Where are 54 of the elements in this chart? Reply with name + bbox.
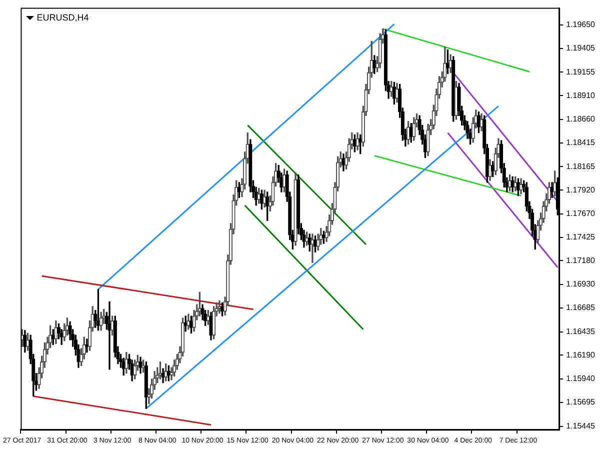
y-tick-label: 1.17920 xyxy=(566,185,596,194)
y-tick-label: 1.15940 xyxy=(566,374,596,384)
candlestick xyxy=(237,182,241,198)
y-tick-label: 1.18165 xyxy=(566,162,596,171)
candlestick xyxy=(508,174,512,192)
candlestick xyxy=(304,232,309,246)
candlestick xyxy=(448,54,452,74)
candlestick xyxy=(262,190,266,208)
candlestick xyxy=(164,363,168,382)
y-tick-label: 1.15695 xyxy=(566,398,596,407)
candlestick xyxy=(553,170,557,196)
y-tick-label: 1.19155 xyxy=(566,67,596,76)
y-tick-label: 1.19650 xyxy=(566,20,596,30)
y-tick-label: 1.16435 xyxy=(566,326,596,336)
y-tick-label: 1.18660 xyxy=(566,114,596,124)
candlestick xyxy=(186,314,190,330)
candlestick xyxy=(85,338,89,353)
candlestick xyxy=(322,230,326,244)
y-tick-label: 1.15445 xyxy=(566,421,596,430)
candlestick xyxy=(212,306,216,340)
candlestick xyxy=(220,302,224,316)
candlestick xyxy=(519,178,523,194)
y-tick-label: 1.16685 xyxy=(566,303,596,312)
candlestick xyxy=(96,288,100,331)
y-tick-label: 1.17670 xyxy=(566,209,596,218)
y-tick-label: 1.18415 xyxy=(566,138,596,148)
candlestick xyxy=(26,332,30,351)
candlestick xyxy=(352,134,357,152)
candlestick xyxy=(189,316,194,334)
candlestick xyxy=(218,300,222,314)
y-tick-label: 1.18910 xyxy=(566,90,596,100)
y-tick-label: 1.17180 xyxy=(566,256,596,265)
candlestick xyxy=(144,362,148,409)
candlestick xyxy=(446,49,450,74)
y-tick-label: 1.16190 xyxy=(566,350,596,360)
candlestick xyxy=(161,368,165,384)
candlestick xyxy=(198,292,202,316)
candlestick xyxy=(166,365,171,382)
y-tick-label: 1.16930 xyxy=(566,280,596,289)
y-tick-label: 1.17425 xyxy=(566,232,596,242)
candlestick xyxy=(358,134,362,154)
y-tick-label: 1.19405 xyxy=(566,44,596,53)
candlestick xyxy=(310,234,314,263)
candlestick xyxy=(257,188,261,204)
candlestick xyxy=(412,117,416,141)
candlestick xyxy=(550,182,554,198)
candlestick xyxy=(184,316,188,332)
candlestick xyxy=(206,310,210,325)
text: EURUSD,H4 xyxy=(36,12,89,22)
candlestick xyxy=(514,176,518,192)
candlestick xyxy=(99,312,103,331)
candlestick xyxy=(51,329,55,345)
candlestick xyxy=(108,301,112,370)
candlestick xyxy=(390,80,394,97)
